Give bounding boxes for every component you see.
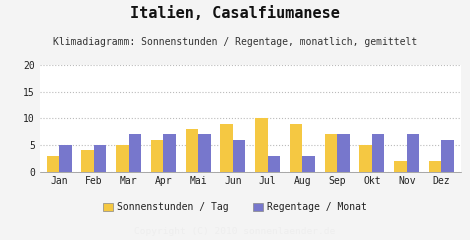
Bar: [360, 145, 372, 172]
Bar: [337, 134, 350, 172]
Bar: [441, 140, 454, 172]
Bar: [290, 124, 302, 172]
Bar: [429, 161, 441, 172]
Bar: [394, 161, 407, 172]
Bar: [407, 134, 419, 172]
Bar: [129, 134, 141, 172]
Bar: [198, 134, 211, 172]
Bar: [59, 145, 71, 172]
Bar: [372, 134, 384, 172]
Bar: [164, 134, 176, 172]
Bar: [220, 124, 233, 172]
Bar: [302, 156, 315, 172]
Bar: [151, 140, 164, 172]
Text: Italien, Casalfiumanese: Italien, Casalfiumanese: [130, 6, 340, 21]
Text: Klimadiagramm: Sonnenstunden / Regentage, monatlich, gemittelt: Klimadiagramm: Sonnenstunden / Regentage…: [53, 37, 417, 47]
Bar: [186, 129, 198, 172]
Bar: [94, 145, 106, 172]
Legend: Sonnenstunden / Tag, Regentage / Monat: Sonnenstunden / Tag, Regentage / Monat: [103, 202, 367, 212]
Bar: [267, 156, 280, 172]
Bar: [255, 118, 267, 172]
Bar: [325, 134, 337, 172]
Text: Copyright (C) 2010 sonnenlaender.de: Copyright (C) 2010 sonnenlaender.de: [134, 227, 336, 236]
Bar: [233, 140, 245, 172]
Bar: [116, 145, 129, 172]
Bar: [47, 156, 59, 172]
Bar: [81, 150, 94, 172]
